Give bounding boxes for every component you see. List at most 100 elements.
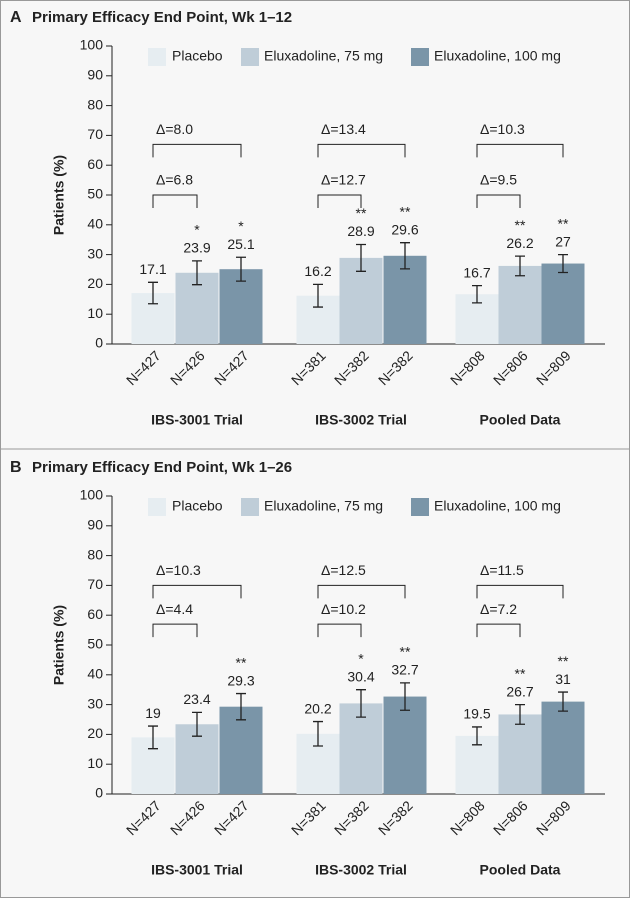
value-label: 23.9 bbox=[183, 240, 210, 256]
comparison-label: Δ=9.5 bbox=[480, 172, 517, 188]
bar bbox=[383, 696, 427, 794]
significance: ** bbox=[558, 653, 569, 669]
group-label: IBS-3002 Trial bbox=[315, 862, 407, 878]
bar bbox=[339, 257, 383, 344]
group-label: IBS-3001 Trial bbox=[151, 862, 243, 878]
error-bar bbox=[148, 725, 158, 750]
y-tick-label: 10 bbox=[87, 305, 103, 321]
y-tick-label: 50 bbox=[87, 186, 103, 202]
comparison-label: Δ=10.2 bbox=[321, 601, 366, 617]
comparison-label: Δ=6.8 bbox=[156, 172, 193, 188]
error-bar bbox=[400, 242, 410, 270]
bar bbox=[541, 701, 585, 794]
error-bar bbox=[192, 711, 202, 737]
significance: ** bbox=[400, 644, 411, 660]
value-label: 31 bbox=[555, 671, 571, 687]
panel-label: A bbox=[10, 9, 22, 26]
y-tick-label: 60 bbox=[87, 606, 103, 622]
comparison-bracket bbox=[152, 584, 242, 599]
error-bar bbox=[236, 692, 246, 721]
legend-label: Eluxadoline, 100 mg bbox=[434, 498, 561, 514]
error-bar bbox=[313, 720, 323, 747]
bar bbox=[498, 265, 542, 344]
comparison-bracket bbox=[152, 194, 198, 208]
comparison-label: Δ=10.3 bbox=[156, 562, 201, 578]
comparison-bracket bbox=[152, 623, 198, 638]
significance: ** bbox=[400, 203, 411, 219]
error-bar bbox=[356, 689, 366, 718]
value-label: 29.6 bbox=[391, 221, 418, 237]
comparison-label: Δ=11.5 bbox=[480, 562, 524, 578]
value-label: 17.1 bbox=[139, 261, 166, 277]
y-tick-label: 0 bbox=[95, 785, 103, 801]
legend-swatch bbox=[411, 48, 429, 66]
value-label: 23.4 bbox=[183, 691, 210, 707]
y-axis-label: Patients (%) bbox=[51, 155, 67, 235]
value-label: 16.2 bbox=[304, 263, 331, 279]
bar bbox=[541, 263, 585, 344]
value-label: 28.9 bbox=[347, 223, 374, 239]
error-bar bbox=[515, 703, 525, 725]
legend-label: Eluxadoline, 100 mg bbox=[434, 48, 561, 64]
legend-swatch bbox=[148, 498, 166, 516]
value-label: 19 bbox=[145, 705, 161, 721]
value-label: 26.2 bbox=[506, 235, 533, 251]
legend-swatch bbox=[241, 48, 259, 66]
bar bbox=[498, 714, 542, 794]
y-tick-label: 90 bbox=[87, 67, 103, 83]
bar bbox=[339, 703, 383, 794]
bar bbox=[383, 255, 427, 344]
legend-label: Eluxadoline, 75 mg bbox=[264, 48, 383, 64]
value-label: 19.5 bbox=[463, 706, 490, 722]
value-label: 20.2 bbox=[304, 700, 331, 716]
y-tick-label: 80 bbox=[87, 96, 103, 112]
y-tick-label: 40 bbox=[87, 666, 103, 682]
legend-swatch bbox=[148, 48, 166, 66]
bar bbox=[219, 706, 263, 794]
y-axis-label: Patients (%) bbox=[51, 605, 67, 685]
significance: ** bbox=[236, 654, 247, 670]
comparison-bracket bbox=[317, 194, 362, 208]
y-tick-label: 20 bbox=[87, 725, 103, 741]
legend-swatch bbox=[241, 498, 259, 516]
y-tick-label: 80 bbox=[87, 546, 103, 562]
panel-label: B bbox=[10, 459, 22, 476]
value-label: 29.3 bbox=[227, 672, 254, 688]
error-bar bbox=[313, 283, 323, 308]
y-tick-label: 30 bbox=[87, 245, 103, 261]
value-label: 26.7 bbox=[506, 683, 533, 699]
y-tick-label: 100 bbox=[80, 37, 104, 53]
y-tick-label: 30 bbox=[87, 695, 103, 711]
comparison-bracket bbox=[317, 584, 406, 599]
value-label: 27 bbox=[555, 233, 571, 249]
comparison-bracket bbox=[317, 143, 406, 158]
comparison-bracket bbox=[317, 623, 362, 638]
comparison-label: Δ=7.2 bbox=[480, 601, 517, 617]
chart-title: Primary Efficacy End Point, Wk 1–12 bbox=[32, 9, 292, 26]
y-tick-label: 10 bbox=[87, 755, 103, 771]
group-label: IBS-3001 Trial bbox=[151, 412, 243, 428]
legend-label: Placebo bbox=[172, 48, 223, 64]
error-bar bbox=[236, 256, 246, 282]
y-tick-label: 50 bbox=[87, 636, 103, 652]
group-label: Pooled Data bbox=[480, 862, 561, 878]
error-bar bbox=[400, 682, 410, 711]
legend-label: Placebo bbox=[172, 498, 223, 514]
error-bar bbox=[192, 260, 202, 286]
y-tick-label: 90 bbox=[87, 517, 103, 533]
chart-title: Primary Efficacy End Point, Wk 1–26 bbox=[32, 459, 292, 476]
y-tick-label: 70 bbox=[87, 576, 103, 592]
legend-swatch bbox=[411, 498, 429, 516]
value-label: 32.7 bbox=[391, 662, 418, 678]
comparison-bracket bbox=[476, 143, 564, 158]
y-tick-label: 40 bbox=[87, 216, 103, 232]
bar bbox=[455, 735, 499, 794]
comparison-bracket bbox=[152, 143, 242, 158]
comparison-label: Δ=12.7 bbox=[321, 172, 366, 188]
significance: * bbox=[358, 650, 364, 666]
comparison-label: Δ=12.5 bbox=[321, 562, 366, 578]
significance: ** bbox=[515, 665, 526, 681]
group-label: Pooled Data bbox=[480, 412, 561, 428]
significance: ** bbox=[558, 215, 569, 231]
